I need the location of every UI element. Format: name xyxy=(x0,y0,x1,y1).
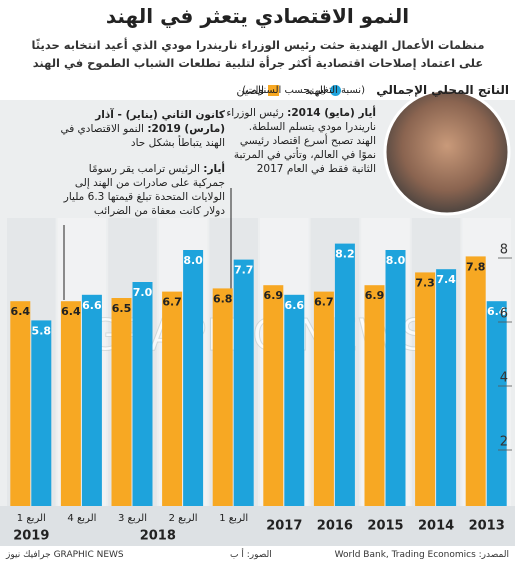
bar xyxy=(212,288,233,506)
annotation-text: رئيس الوزراء ناريندرا مودي يتسلم السلطة.… xyxy=(226,107,376,175)
bar xyxy=(183,250,204,506)
x-group-label: 2018 xyxy=(140,529,176,544)
bar xyxy=(334,243,355,506)
y-tick-label: 4 xyxy=(500,371,508,386)
value-label: 6.9 xyxy=(264,289,284,302)
x-tick-label: الربع 1 xyxy=(219,513,248,524)
photo-credit: الصور: أ ب xyxy=(230,550,272,560)
x-tick-label: الربع 1 xyxy=(17,513,46,524)
y-tick-label: 2 xyxy=(500,435,508,450)
x-tick-label: 2013 xyxy=(469,519,505,534)
value-label: 6.7 xyxy=(314,296,334,309)
photo xyxy=(383,88,511,216)
subtitle: منظمات الأعمال الهندية حثت رئيس الوزراء … xyxy=(31,38,485,52)
value-label: 6.4 xyxy=(11,305,31,318)
chart-label: الناتج المحلي الإجمالي xyxy=(376,83,509,97)
value-label: 8.0 xyxy=(386,254,406,267)
x-tick-label: الربع 3 xyxy=(118,513,147,524)
bar xyxy=(132,282,153,506)
bar xyxy=(415,272,436,506)
annotation-text: النمو الاقتصادي في الهند يتباطأ بشكل حاد xyxy=(60,123,225,149)
value-label: 6.4 xyxy=(487,305,507,318)
source: المصدر: World Bank, Trading Economics xyxy=(334,550,509,560)
value-label: 8.2 xyxy=(335,248,355,261)
annotation-head: أيار: xyxy=(203,163,225,175)
x-tick-label: 2015 xyxy=(367,519,403,534)
x-tick-label: 2017 xyxy=(266,519,302,534)
bar xyxy=(263,285,284,506)
bar xyxy=(465,256,486,506)
annotation-text: الرئيس ترامب يقر رسومًا جمركية على صادرا… xyxy=(63,163,225,217)
legend-label: الصين xyxy=(236,84,264,97)
legend-label: الهند xyxy=(305,84,326,97)
x-tick-label: 2016 xyxy=(317,519,353,534)
annotation-head: كانون الثاني (يناير) - آذار (مارس) 2019: xyxy=(95,109,225,135)
bar xyxy=(385,250,406,506)
value-label: 5.8 xyxy=(32,324,52,337)
subtitle: على اعتماد إصلاحات اقتصادية أكثر جرأة لت… xyxy=(32,56,484,70)
annotation: أيار (مايو) 2014: رئيس الوزراء ناريندرا … xyxy=(226,106,376,176)
bar xyxy=(313,291,334,506)
value-label: 6.4 xyxy=(61,305,81,318)
bar xyxy=(162,291,183,506)
bar xyxy=(486,301,507,506)
value-label: 7.4 xyxy=(436,273,456,286)
y-tick-label: 6 xyxy=(500,307,508,322)
brand: GRAPHIC NEWS جرافيك نيوز xyxy=(6,550,124,560)
chart-sublabel: (نسبة التغير بحسب السنوات) xyxy=(242,85,365,96)
x-group-label: 2019 xyxy=(13,529,49,544)
value-label: 6.5 xyxy=(112,302,132,315)
annotation: كانون الثاني (يناير) - آذار (مارس) 2019:… xyxy=(60,108,225,150)
bar xyxy=(31,320,52,506)
bar xyxy=(10,301,31,506)
y-tick-label: 8 xyxy=(500,243,508,258)
x-label-band xyxy=(0,506,515,546)
bar xyxy=(284,294,305,506)
annotation: أيار: الرئيس ترامب يقر رسومًا جمركية على… xyxy=(60,162,225,218)
value-label: 6.8 xyxy=(213,292,233,305)
bar xyxy=(111,298,132,506)
value-label: 7.8 xyxy=(466,260,486,273)
title: النمو الاقتصادي يتعثر في الهند xyxy=(105,4,410,28)
bar xyxy=(364,285,385,506)
legend-swatch xyxy=(268,85,279,96)
value-label: 8.0 xyxy=(183,254,203,267)
value-label: 7.0 xyxy=(133,286,153,299)
bar xyxy=(436,269,457,506)
annotation-head: أيار (مايو) 2014: xyxy=(287,107,376,119)
x-tick-label: الربع 4 xyxy=(67,513,96,524)
value-label: 6.7 xyxy=(162,296,182,309)
value-label: 7.7 xyxy=(234,264,254,277)
bar xyxy=(233,259,254,506)
value-label: 6.6 xyxy=(82,299,102,312)
value-label: 6.6 xyxy=(285,299,305,312)
value-label: 6.9 xyxy=(365,289,385,302)
legend-swatch xyxy=(330,85,341,96)
value-label: 7.3 xyxy=(415,276,435,289)
bar xyxy=(60,301,81,506)
x-tick-label: 2014 xyxy=(418,519,454,534)
x-tick-label: الربع 2 xyxy=(169,513,198,524)
bar xyxy=(81,294,102,506)
